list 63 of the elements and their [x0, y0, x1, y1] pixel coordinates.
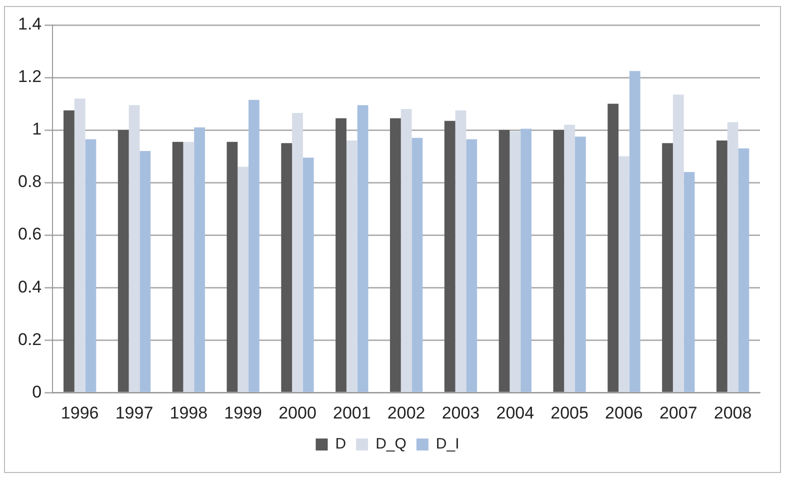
bar — [466, 139, 478, 392]
bar — [574, 136, 586, 392]
y-tick-label: 1.4 — [18, 14, 42, 34]
bar — [684, 172, 695, 392]
bar — [662, 143, 673, 392]
y-tick-label: 0 — [32, 382, 42, 402]
bar — [357, 105, 368, 392]
legend-label: D — [335, 436, 346, 453]
bar — [336, 118, 346, 392]
bar — [444, 120, 456, 392]
bar — [64, 110, 74, 392]
bar — [629, 70, 640, 392]
bar — [608, 104, 619, 392]
x-tick-label: 2003 — [442, 403, 480, 422]
x-tick-label: 2001 — [332, 403, 371, 422]
bar — [564, 124, 575, 392]
bar — [672, 94, 684, 392]
bar — [118, 130, 129, 392]
y-tick-label: 0.6 — [18, 224, 42, 244]
y-tick-label: 0.4 — [18, 277, 42, 296]
bar — [292, 112, 303, 392]
x-tick-label: 2004 — [496, 403, 534, 422]
bar — [727, 122, 738, 392]
bar — [226, 142, 238, 392]
x-tick-label: 2006 — [605, 403, 643, 422]
bar — [302, 158, 314, 392]
bar — [738, 148, 750, 392]
x-tick-label: 2000 — [278, 403, 316, 422]
legend-label: D_Q — [376, 436, 406, 453]
bar — [172, 142, 184, 392]
x-tick-label: 2008 — [714, 403, 752, 422]
bar — [74, 98, 86, 392]
bar — [400, 109, 412, 392]
y-tick-label: 0.8 — [18, 172, 42, 192]
y-tick-label: 1.2 — [18, 67, 42, 86]
bar — [194, 127, 205, 392]
bar — [520, 128, 532, 392]
bar — [498, 130, 510, 392]
bar — [248, 100, 260, 392]
bar — [455, 110, 466, 392]
x-tick-label: 1998 — [170, 403, 208, 422]
bar — [140, 151, 151, 392]
bar — [618, 156, 630, 392]
bar — [510, 131, 521, 392]
bar — [390, 118, 401, 392]
bar — [553, 130, 564, 392]
y-tick-label: 1 — [32, 120, 42, 139]
bar — [281, 143, 292, 392]
x-tick-label: 1997 — [115, 403, 154, 422]
y-tick-label: 0.2 — [18, 330, 42, 349]
x-tick-label: 1996 — [60, 403, 99, 422]
bar — [85, 139, 96, 392]
x-tick-label: 2002 — [387, 403, 426, 422]
x-tick-label: 2007 — [659, 403, 698, 422]
bar — [238, 166, 249, 392]
x-tick-label: 1999 — [224, 403, 262, 422]
bar — [346, 140, 358, 392]
bar — [183, 142, 194, 392]
x-tick-label: 2005 — [550, 403, 588, 422]
legend-label: D_I — [436, 436, 460, 453]
bar — [716, 140, 728, 392]
bar — [128, 105, 140, 392]
bar — [412, 138, 423, 392]
